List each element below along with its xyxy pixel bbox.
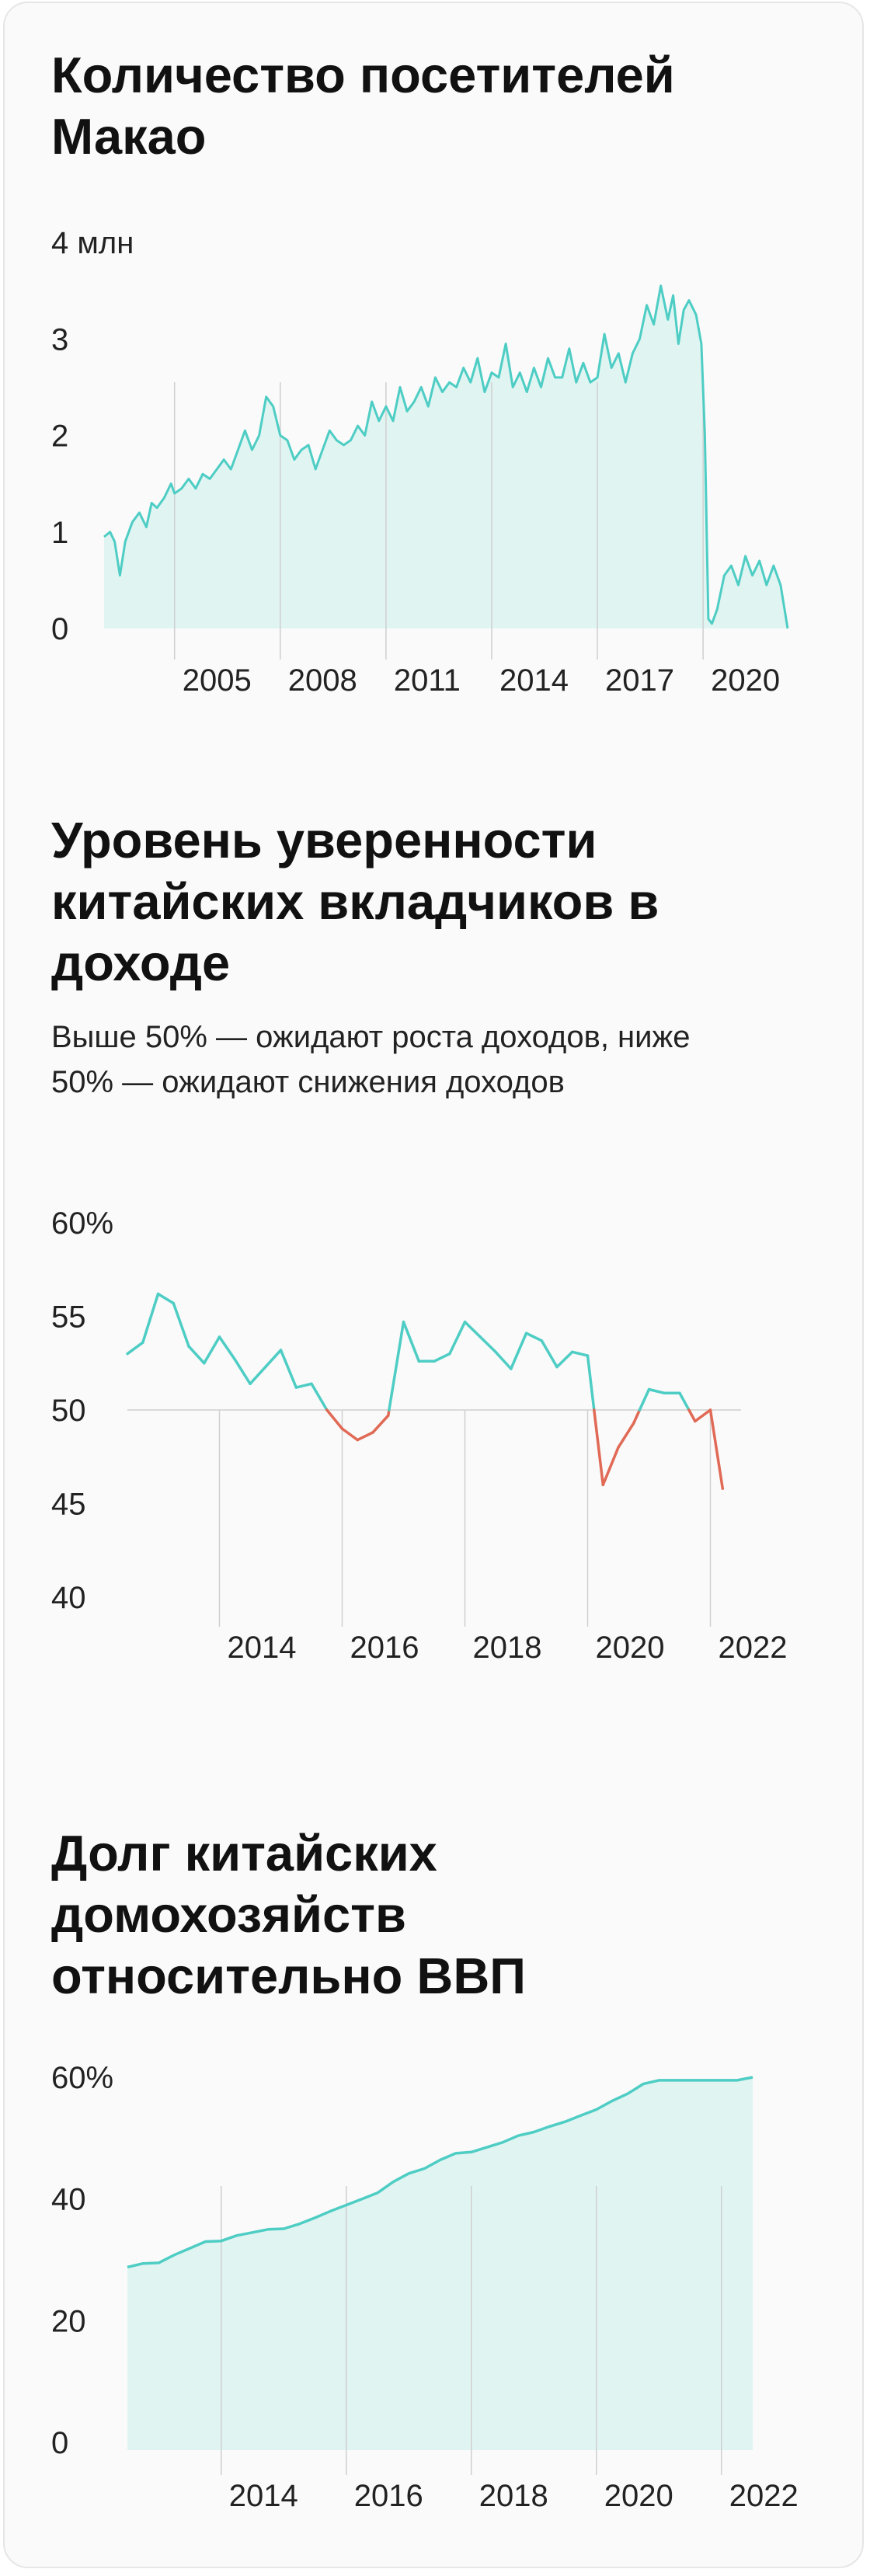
x-tick-label: 2016 xyxy=(350,1631,419,1665)
x-tick-label: 2022 xyxy=(729,2479,799,2513)
x-tick-label: 2011 xyxy=(394,663,461,698)
y-tick-label: 50 xyxy=(51,1394,86,1428)
y-tick-label: 2 xyxy=(51,419,68,454)
y-tick-label: 40 xyxy=(51,1581,86,1615)
chart-title: Количество посетителей Макао xyxy=(51,47,675,165)
series-line-segment xyxy=(571,1350,590,1357)
x-tick-label: 2020 xyxy=(604,2479,673,2513)
x-tick-label: 2018 xyxy=(479,2479,548,2513)
y-tick-label: 0 xyxy=(51,2426,68,2460)
series-line-segment xyxy=(632,1408,642,1425)
series-line-segment xyxy=(555,1350,574,1369)
series-line-segment xyxy=(325,1408,344,1430)
y-tick-label: 1 xyxy=(51,516,68,550)
series-line-segment xyxy=(172,1301,190,1348)
series-line-segment xyxy=(279,1349,298,1389)
x-tick-label: 2014 xyxy=(228,1631,297,1665)
series-line-segment xyxy=(126,1341,144,1356)
y-tick-label: 60% xyxy=(51,2061,113,2095)
series-line-segment xyxy=(638,1387,651,1412)
macau-visitors-chart: 0 1 2 3 4 млн 2005 2008 2011 2014 2017 2020 xyxy=(51,226,789,698)
series-line-segment xyxy=(156,1292,176,1305)
x-tick-label: 2008 xyxy=(288,663,357,698)
series-line-segment xyxy=(687,1408,697,1423)
chart-subtitle: Выше 50% — ожидают роста доходов, ниже 5… xyxy=(51,1020,691,1099)
series-line-segment xyxy=(540,1339,559,1369)
chart-section-depositor-confidence: Уровень уверенности китайских вкладчиков… xyxy=(5,749,870,1743)
x-tick-label: 2014 xyxy=(499,663,569,698)
series-line-segment xyxy=(187,1345,206,1365)
series-line-segment xyxy=(264,1349,283,1369)
series-line-segment xyxy=(601,1446,620,1487)
chart-section-macau-visitors: Количество посетителей Макао 0 1 2 3 4 млн 20… xyxy=(5,3,870,749)
series-line-segment xyxy=(340,1427,360,1442)
y-tick-label: 4 млн xyxy=(51,226,134,260)
chart-title: Долг китайских домохозяйств относительно… xyxy=(51,1825,526,2004)
y-tick-label: 55 xyxy=(51,1300,86,1335)
series-line-segment xyxy=(310,1382,329,1412)
series-line-segment xyxy=(524,1332,544,1342)
series-line-segment xyxy=(433,1352,451,1363)
series-line-segment xyxy=(586,1354,596,1412)
y-tick-label: 20 xyxy=(51,2304,86,2338)
x-tick-label: 2020 xyxy=(711,663,780,698)
x-tick-label: 2018 xyxy=(473,1631,542,1665)
x-tick-label: 2020 xyxy=(596,1631,665,1665)
series-line-segment xyxy=(478,1335,497,1354)
series-line-segment xyxy=(510,1332,528,1370)
series-line-segment xyxy=(402,1320,421,1363)
series-line-segment xyxy=(249,1365,267,1386)
series-line-segment xyxy=(356,1431,374,1442)
depositor-confidence-chart: 40 45 50 55 60% 2014 2016 2018 2020 2022 xyxy=(51,1206,788,1665)
chart-title: Уровень уверенности китайских вкладчиков… xyxy=(51,812,659,991)
x-tick-label: 2017 xyxy=(605,663,674,698)
series-line-segment xyxy=(388,1320,405,1412)
y-tick-label: 3 xyxy=(51,322,68,357)
series-line-segment xyxy=(203,1335,221,1365)
series-line-segment xyxy=(294,1382,313,1389)
x-tick-label: 2022 xyxy=(719,1631,788,1665)
area-fill xyxy=(104,285,788,628)
series-line-segment xyxy=(593,1408,605,1487)
series-line-segment xyxy=(371,1414,390,1434)
series-line-segment xyxy=(678,1391,691,1412)
chart-section-household-debt: Долг китайских домохозяйств относительно… xyxy=(5,1743,870,2576)
series-line xyxy=(127,2076,753,2269)
series-line-segment xyxy=(494,1350,513,1370)
household-debt-chart: 0 20 40 60% 2014 2016 2018 2020 2022 xyxy=(51,2061,799,2513)
series-line-segment xyxy=(141,1292,160,1344)
series-line-segment xyxy=(463,1320,482,1338)
x-tick-label: 2016 xyxy=(354,2479,423,2513)
y-tick-label: 45 xyxy=(51,1488,86,1522)
series-line xyxy=(103,284,789,629)
series-line-segment xyxy=(218,1335,237,1361)
y-tick-label: 0 xyxy=(51,612,68,646)
x-tick-label: 2005 xyxy=(183,663,252,698)
chart-card: Количество посетителей Макао 0 1 2 3 4 млн 20… xyxy=(3,2,864,2568)
y-tick-label: 40 xyxy=(51,2183,86,2217)
series-line-segment xyxy=(617,1422,635,1449)
series-line-segment xyxy=(233,1358,252,1386)
series-line-segment xyxy=(448,1320,467,1356)
series-line-segment xyxy=(694,1408,712,1423)
series-line-segment xyxy=(647,1387,666,1395)
series-line-segment xyxy=(708,1408,725,1490)
y-tick-label: 60% xyxy=(51,1206,113,1241)
x-tick-label: 2014 xyxy=(229,2479,298,2513)
